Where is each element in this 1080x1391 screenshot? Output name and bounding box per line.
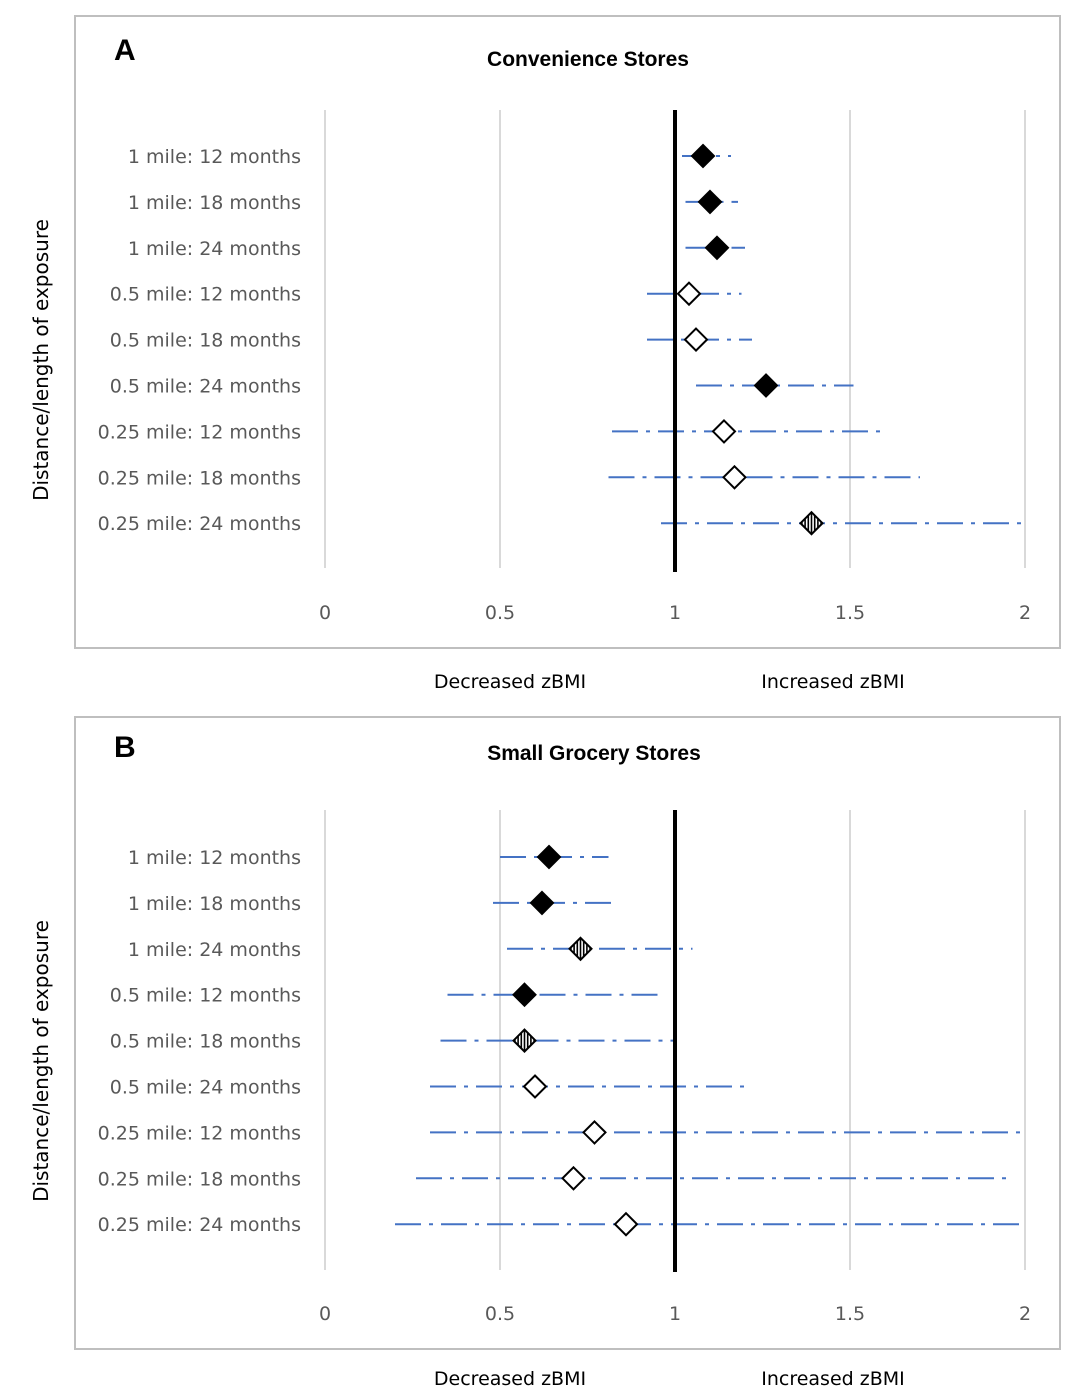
panel-b-category-label-4: 0.5 mile: 18 months: [110, 1031, 301, 1053]
panel-a-x-tick-label-1: 0.5: [485, 602, 515, 624]
panel-b-plot-area: 0 0.5 1 1.5 2 1 mile: 12 months 1 mile: 18 mon…: [98, 810, 1031, 1325]
panel-a-marker-7: [722, 464, 747, 490]
panel-b-chart: B Small Grocery Stores Distance/length o…: [29, 716, 1061, 1390]
panel-b-marker-7: [561, 1165, 586, 1191]
panel-b-x-tick-label-3: 1.5: [835, 1303, 865, 1325]
panel-b-x-tick-label-2: 1: [669, 1303, 681, 1325]
panel-b-x-tick-label-4: 2: [1019, 1303, 1031, 1325]
panel-b-marker-0: [536, 844, 562, 870]
panel-a-x-tick-label-0: 0: [319, 602, 331, 624]
panel-a-x-tick-label-2: 1: [669, 602, 681, 624]
panel-b-category-label-8: 0.25 mile: 24 months: [98, 1214, 301, 1236]
panel-a-category-label-3: 0.5 mile: 12 months: [110, 284, 301, 306]
panel-a-letter: A: [114, 34, 136, 67]
panel-a-category-label-0: 1 mile: 12 months: [128, 146, 301, 168]
panel-a-title: Convenience Stores: [487, 48, 689, 71]
panel-a-marker-1: [697, 189, 723, 215]
panel-b-category-label-7: 0.25 mile: 18 months: [98, 1168, 301, 1190]
panel-a-y-axis-label: Distance/length of exposure: [29, 219, 53, 501]
panel-b-category-label-2: 1 mile: 24 months: [128, 939, 301, 961]
panel-a-decreased-label: Decreased zBMI: [434, 671, 586, 693]
panel-a-increased-label: Increased zBMI: [761, 671, 905, 693]
panel-b-x-tick-label-0: 0: [319, 1303, 331, 1325]
panel-b-category-label-3: 0.5 mile: 12 months: [110, 985, 301, 1007]
panel-a-category-label-8: 0.25 mile: 24 months: [98, 513, 301, 535]
panel-b-y-axis-label: Distance/length of exposure: [29, 920, 53, 1202]
panel-a-category-label-1: 1 mile: 18 months: [128, 192, 301, 214]
panel-a-frame: [74, 15, 1061, 649]
panel-a-category-label-4: 0.5 mile: 18 months: [110, 330, 301, 352]
panel-b-marker-4: [512, 1028, 537, 1054]
panel-b-category-label-5: 0.5 mile: 24 months: [110, 1077, 301, 1099]
panel-b-frame: [74, 716, 1061, 1350]
panel-b-marker-2: [568, 936, 593, 962]
panel-b-marker-3: [512, 982, 537, 1008]
panel-b-category-label-1: 1 mile: 18 months: [128, 893, 301, 915]
panel-a-marker-4: [683, 327, 709, 353]
panel-b-x-tick-label-1: 0.5: [485, 1303, 515, 1325]
panel-a-marker-3: [676, 281, 702, 307]
panel-a-category-label-6: 0.25 mile: 12 months: [98, 421, 301, 443]
panel-b-category-label-6: 0.25 mile: 12 months: [98, 1122, 301, 1144]
panel-b-marker-1: [529, 890, 555, 916]
panel-a-marker-5: [753, 373, 779, 398]
panel-a-chart: A Convenience Stores Distance/length of …: [29, 15, 1061, 693]
panel-b-category-label-0: 1 mile: 12 months: [128, 847, 301, 869]
panel-b-marker-8: [613, 1211, 639, 1237]
panel-b-marker-5: [522, 1074, 548, 1099]
panel-a-marker-2: [704, 235, 730, 261]
panel-b-title: Small Grocery Stores: [487, 742, 701, 765]
panel-b-increased-label: Increased zBMI: [761, 1368, 905, 1390]
panel-a-category-label-5: 0.5 mile: 24 months: [110, 376, 301, 398]
panel-a-category-label-7: 0.25 mile: 18 months: [98, 467, 301, 489]
panel-b-letter: B: [114, 731, 136, 764]
panel-a-plot-area: 0 0.5 1 1.5 2 1 mile: 12 months 1 mile: 18 mon…: [98, 110, 1031, 624]
panel-a-x-tick-label-4: 2: [1019, 602, 1031, 624]
panel-b-decreased-label: Decreased zBMI: [434, 1368, 586, 1390]
panel-a-x-tick-label-3: 1.5: [835, 602, 865, 624]
panel-a-marker-6: [711, 418, 737, 444]
panel-b-marker-6: [582, 1119, 607, 1145]
panel-a-marker-8: [799, 510, 824, 536]
panel-a-category-label-2: 1 mile: 24 months: [128, 238, 301, 260]
panel-a-marker-0: [690, 143, 716, 169]
